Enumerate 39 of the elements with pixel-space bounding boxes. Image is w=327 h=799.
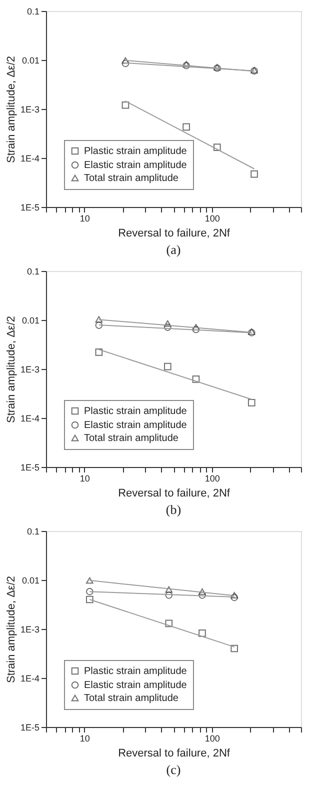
x-axis-title: Reversal to failure, 2Nf — [118, 228, 231, 240]
y-axis-title: Strain amplitude, Δε/2 — [5, 56, 18, 164]
y-tick-label: 0.1 — [26, 266, 40, 276]
x-tick-label: 10 — [80, 474, 90, 484]
y-tick-label: 1E-5 — [20, 202, 40, 212]
y-tick-label: 1E-5 — [20, 722, 40, 732]
legend-label: Total strain amplitude — [84, 433, 179, 444]
legend-label: Elastic strain amplitude — [84, 160, 188, 171]
y-tick-label: 1E-3 — [20, 624, 40, 634]
y-tick-label: 1E-5 — [20, 462, 40, 472]
y-axis-title: Strain amplitude, Δε/2 — [5, 316, 18, 424]
y-tick-label: 1E-4 — [20, 674, 40, 684]
text: (c) — [166, 762, 181, 777]
legend-label: Plastic strain amplitude — [84, 406, 188, 417]
x-tick-label: 10 — [80, 214, 90, 224]
text: (a) — [166, 242, 181, 257]
y-tick-label: 1E-3 — [20, 104, 40, 114]
y-tick-label: 1E-4 — [20, 414, 40, 424]
x-tick-label: 100 — [204, 734, 220, 744]
legend-label: Elastic strain amplitude — [84, 680, 188, 691]
x-tick-label: 100 — [204, 474, 220, 484]
x-axis-title: Reversal to failure, 2Nf — [118, 748, 231, 760]
y-tick-label: 1E-3 — [20, 364, 40, 374]
legend-label: Plastic strain amplitude — [84, 666, 188, 677]
y-tick-label: 0.1 — [26, 526, 40, 536]
legend-label: Elastic strain amplitude — [84, 420, 188, 431]
y-axis-title: Strain amplitude, Δε/2 — [5, 576, 18, 684]
y-tick-label: 0.01 — [22, 56, 40, 66]
y-tick-label: 1E-4 — [20, 154, 40, 164]
x-tick-label: 10 — [80, 734, 90, 744]
y-tick-label: 0.01 — [22, 316, 40, 326]
legend-label: Total strain amplitude — [84, 693, 179, 704]
legend-label: Plastic strain amplitude — [84, 146, 188, 157]
y-tick-label: 0.01 — [22, 576, 40, 586]
x-axis-title: Reversal to failure, 2Nf — [118, 488, 231, 500]
x-tick-label: 100 — [204, 214, 220, 224]
legend-label: Total strain amplitude — [84, 173, 179, 184]
y-tick-label: 0.1 — [26, 6, 40, 16]
text: (b) — [166, 502, 182, 517]
